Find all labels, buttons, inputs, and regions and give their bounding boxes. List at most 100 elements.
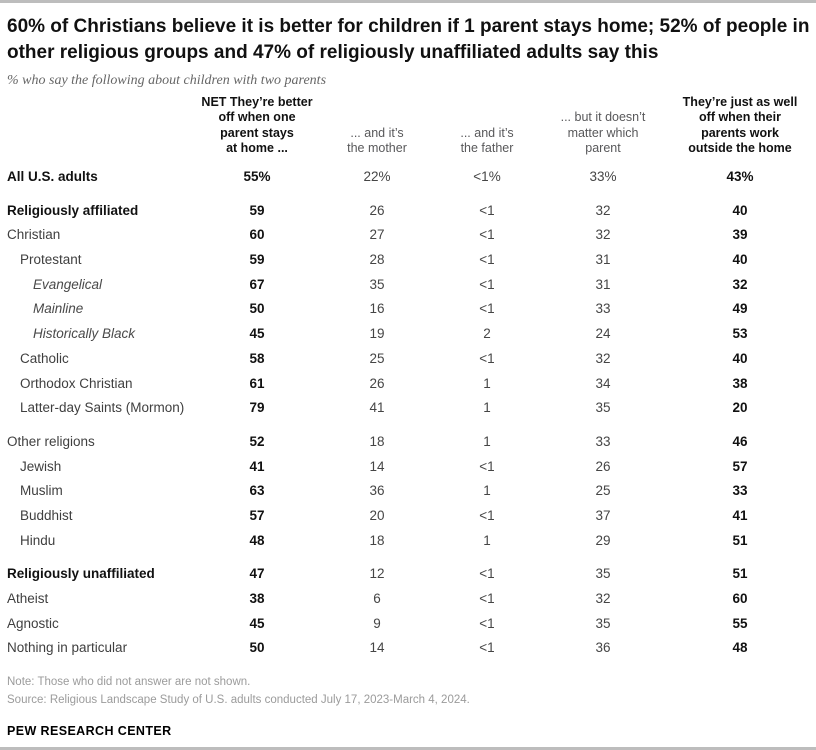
- cell-value: 59: [249, 252, 265, 268]
- table-row: Atheist 38 6 <1 32 60: [7, 587, 816, 612]
- table-header: NET They’re better off when one parent s…: [7, 95, 816, 165]
- cell-value: 33: [732, 483, 748, 499]
- row-label: Agnostic: [7, 615, 59, 631]
- cell-value: 48: [249, 532, 265, 548]
- cell-value: <1: [479, 507, 495, 523]
- table-row: Religiously unaffiliated 47 12 <1 35 51: [7, 553, 816, 587]
- cell-value: 38: [249, 591, 265, 607]
- cell-value: 38: [732, 375, 748, 391]
- cell-value: 32: [595, 227, 611, 243]
- cell-value: 60: [732, 591, 748, 607]
- cell-value: 34: [595, 375, 611, 391]
- column-header: ... but it doesn’t matter which parent: [560, 110, 646, 155]
- cell-value: 33%: [589, 169, 617, 185]
- cell-value: 39: [732, 227, 748, 243]
- cell-value: 52: [249, 433, 265, 449]
- cell-value: 57: [732, 458, 748, 474]
- cell-value: 63: [249, 483, 265, 499]
- source-text: Source: Religious Landscape Study of U.S…: [7, 693, 470, 706]
- cell-value: 32: [732, 276, 748, 292]
- cell-value: 47: [249, 566, 265, 582]
- table-row: Mainline 50 16 <1 33 49: [7, 297, 816, 322]
- cell-value: <1: [479, 458, 495, 474]
- cell-value: 48: [732, 640, 748, 656]
- table-row: Evangelical 67 35 <1 31 32: [7, 273, 816, 298]
- table-row: Nothing in particular 50 14 <1 36 48: [7, 636, 816, 661]
- cell-value: 1: [483, 433, 491, 449]
- row-label: Christian: [7, 227, 61, 243]
- cell-value: 40: [732, 350, 748, 366]
- row-label: Mainline: [33, 301, 84, 317]
- row-label: All U.S. adults: [7, 169, 98, 185]
- cell-value: 1: [483, 375, 491, 391]
- cell-value: 43%: [726, 169, 754, 185]
- row-label: Evangelical: [33, 276, 103, 292]
- row-label: Nothing in particular: [7, 640, 128, 656]
- cell-value: 51: [732, 566, 748, 582]
- cell-value: 12: [369, 566, 385, 582]
- cell-value: 19: [369, 326, 385, 342]
- row-label-header: [7, 95, 192, 165]
- cell-value: 9: [373, 615, 381, 631]
- cell-value: 22%: [363, 169, 391, 185]
- cell-value: 25: [595, 483, 611, 499]
- row-label: Atheist: [7, 591, 49, 607]
- cell-value: 24: [595, 326, 611, 342]
- footnotes: Note: Those who did not answer are not s…: [7, 674, 810, 710]
- cell-value: 6: [373, 591, 381, 607]
- table-row: Jewish 41 14 <1 26 57: [7, 455, 816, 480]
- row-label: Religiously affiliated: [7, 202, 139, 218]
- row-label: Orthodox Christian: [20, 375, 133, 391]
- cell-value: 55: [732, 615, 748, 631]
- cell-value: 35: [595, 566, 611, 582]
- cell-value: 60: [249, 227, 265, 243]
- cell-value: 32: [595, 202, 611, 218]
- cell-value: 33: [595, 301, 611, 317]
- cell-value: 26: [369, 202, 385, 218]
- table-row: Religiously affiliated 59 26 <1 32 40: [7, 190, 816, 224]
- cell-value: 51: [732, 532, 748, 548]
- cell-value: 61: [249, 375, 265, 391]
- cell-value: 35: [369, 276, 385, 292]
- cell-value: 26: [369, 375, 385, 391]
- cell-value: 45: [249, 326, 265, 342]
- cell-value: 32: [595, 350, 611, 366]
- cell-value: 45: [249, 615, 265, 631]
- cell-value: 26: [595, 458, 611, 474]
- cell-value: 40: [732, 202, 748, 218]
- table-row: Protestant 59 28 <1 31 40: [7, 248, 816, 273]
- table-row: Latter-day Saints (Mormon) 79 41 1 35 20: [7, 396, 816, 421]
- cell-value: <1: [479, 301, 495, 317]
- cell-value: 33: [595, 433, 611, 449]
- table-row: Historically Black 45 19 2 24 53: [7, 322, 816, 347]
- cell-value: 55%: [243, 169, 271, 185]
- note-text: Note: Those who did not answer are not s…: [7, 676, 251, 689]
- cell-value: 28: [369, 252, 385, 268]
- cell-value: <1: [479, 640, 495, 656]
- cell-value: 49: [732, 301, 748, 317]
- cell-value: 1: [483, 483, 491, 499]
- row-label: Latter-day Saints (Mormon): [20, 400, 185, 416]
- row-label: Muslim: [20, 483, 63, 499]
- page-title: 60% of Christians believe it is better f…: [7, 16, 810, 64]
- row-label: Protestant: [20, 252, 82, 268]
- row-label: Buddhist: [20, 507, 73, 523]
- column-header: They’re just as well off when their pare…: [682, 95, 798, 155]
- cell-value: 41: [249, 458, 265, 474]
- cell-value: <1: [479, 227, 495, 243]
- cell-value: 36: [369, 483, 385, 499]
- cell-value: <1: [479, 276, 495, 292]
- cell-value: 36: [595, 640, 611, 656]
- chart-subtitle: % who say the following about children w…: [7, 73, 327, 89]
- cell-value: 41: [732, 507, 748, 523]
- row-label: Jewish: [20, 458, 62, 474]
- row-label: Catholic: [20, 350, 69, 366]
- table-row: All U.S. adults 55% 22% <1% 33% 43%: [7, 165, 816, 190]
- cell-value: 2: [483, 326, 491, 342]
- column-header-row: NET They’re better off when one parent s…: [7, 95, 816, 165]
- cell-value: 50: [249, 301, 265, 317]
- cell-value: 27: [369, 227, 385, 243]
- chart-card: 60% of Christians believe it is better f…: [0, 3, 816, 738]
- row-label: Religiously unaffiliated: [7, 566, 155, 582]
- cell-value: 35: [595, 400, 611, 416]
